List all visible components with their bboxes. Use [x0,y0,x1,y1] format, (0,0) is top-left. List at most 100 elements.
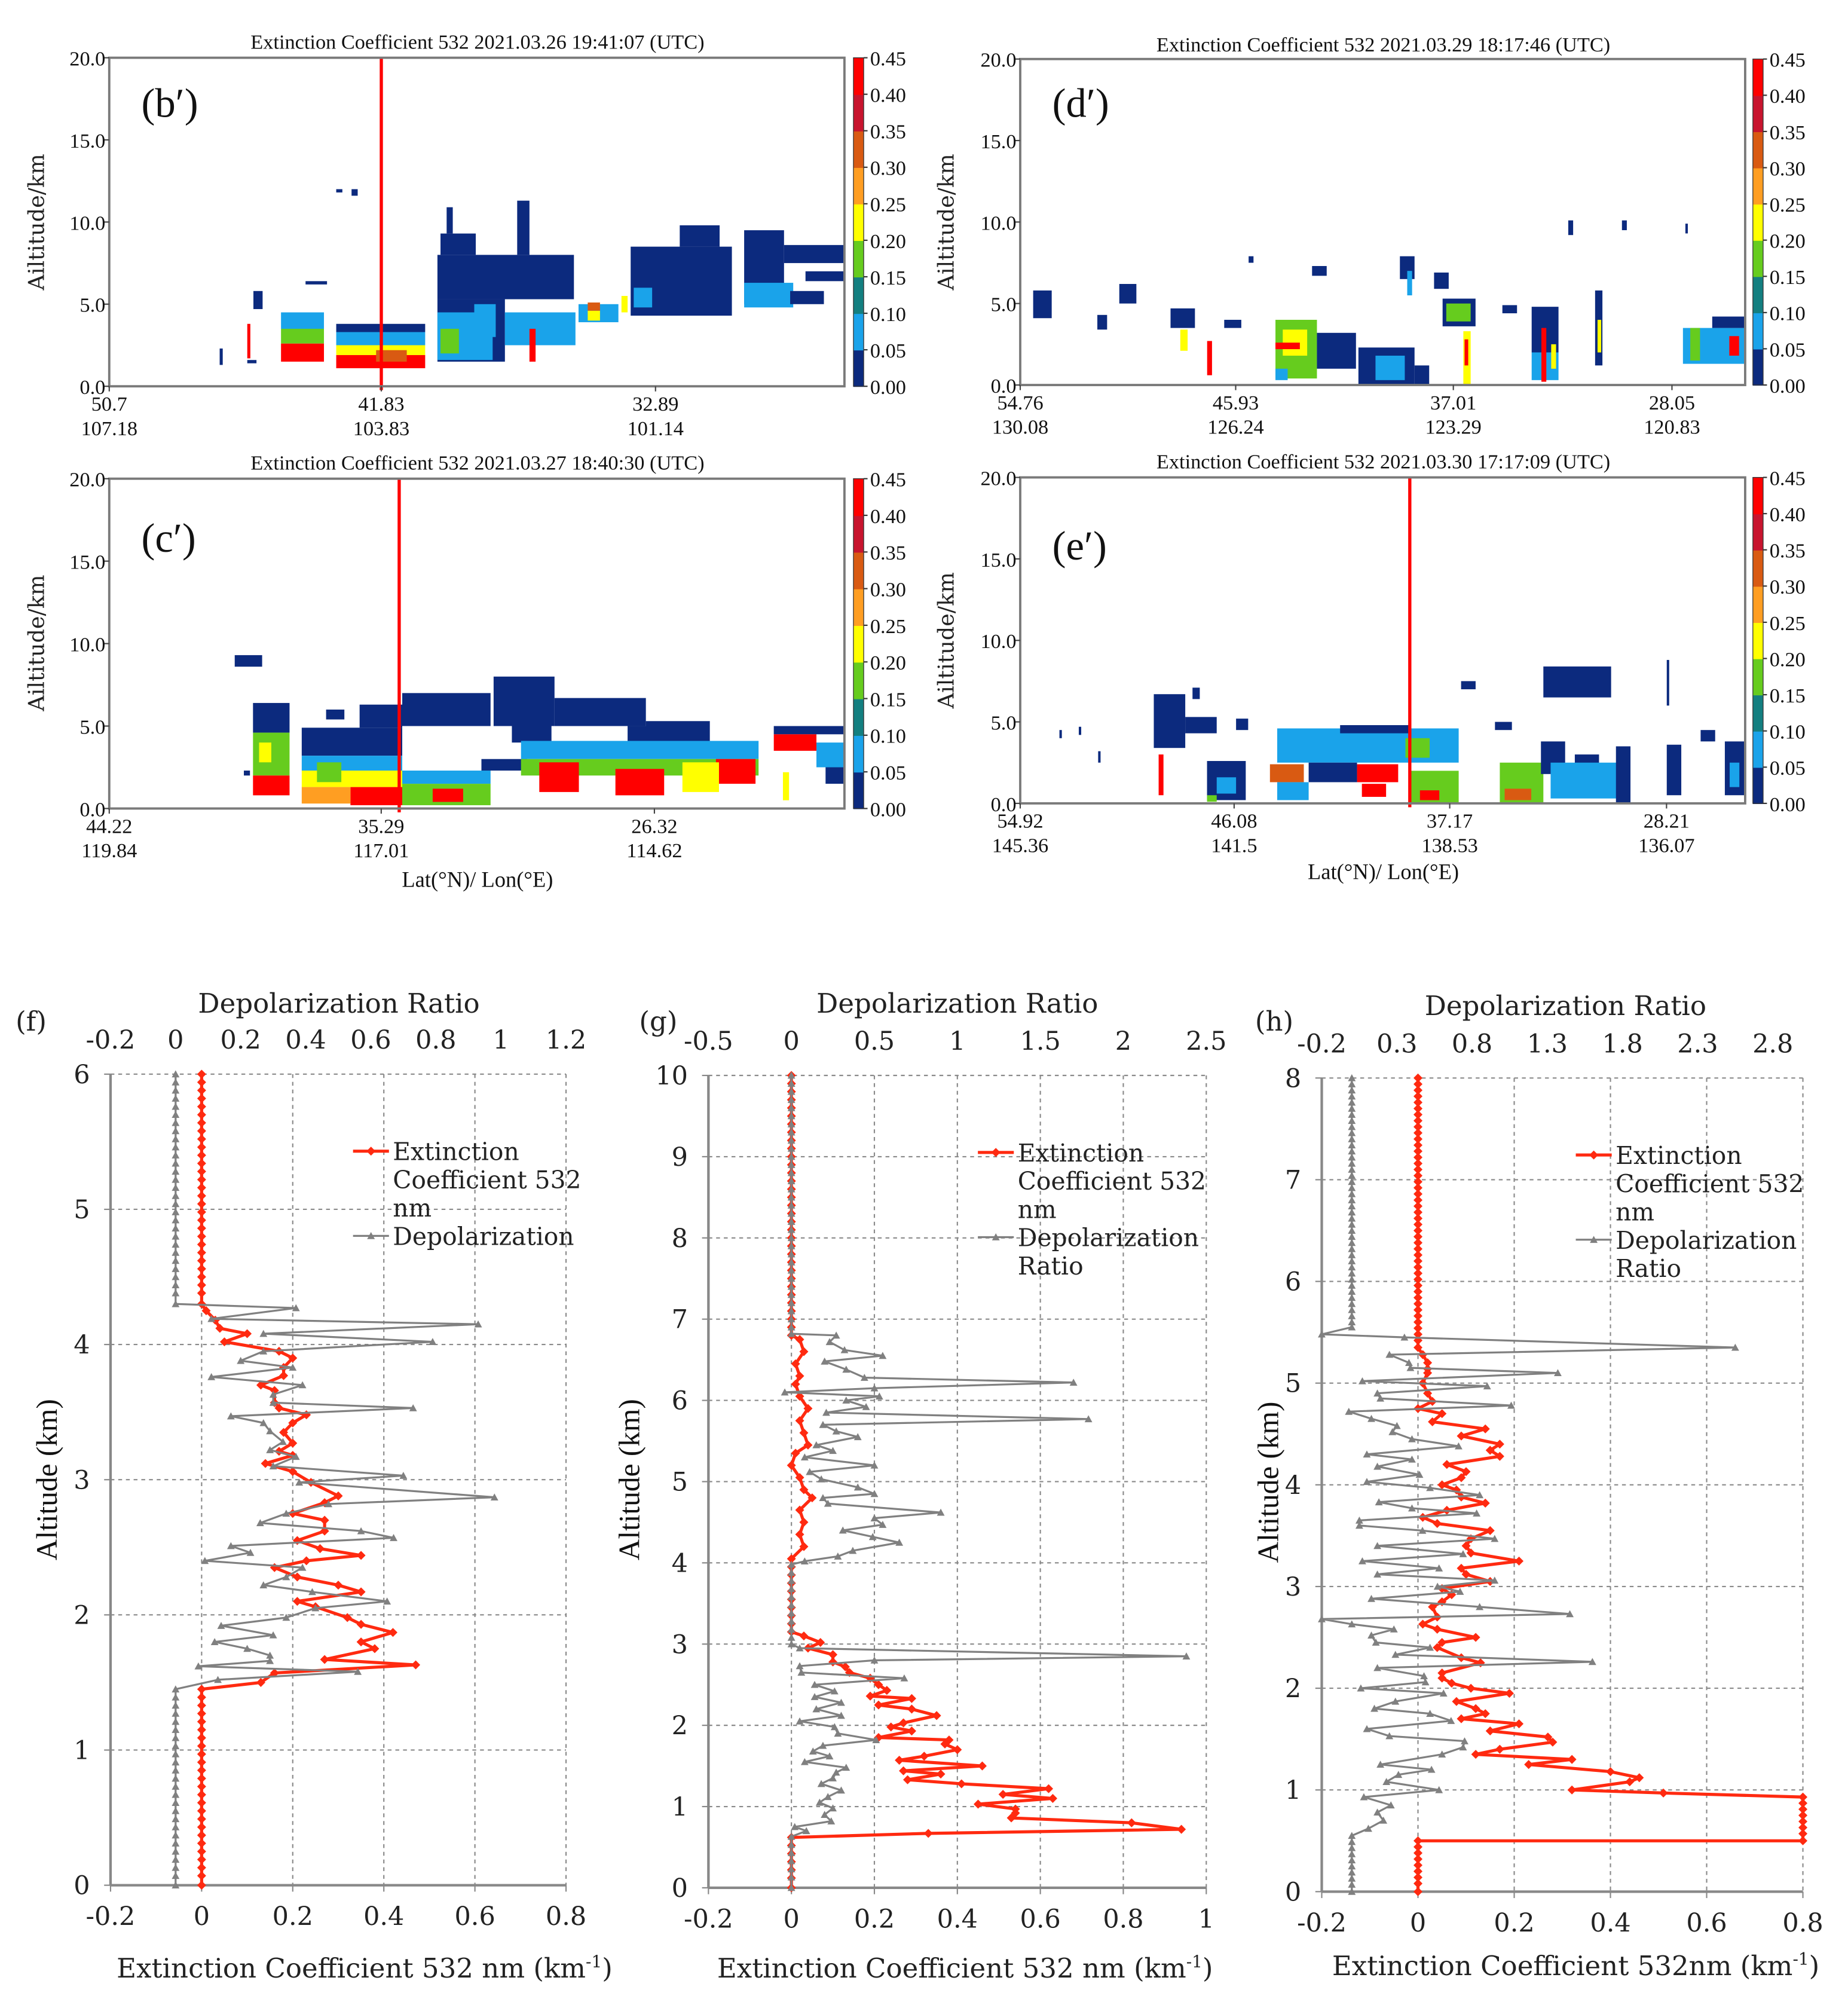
x-tick-label-lon: 145.36 [992,834,1048,857]
extinction-point [1413,1287,1423,1297]
heatmap-cell [1504,788,1532,800]
extinction-point [1457,1431,1466,1441]
extinction-point [1413,1147,1423,1156]
depolarization-point [259,1581,268,1588]
extinction-point [197,1231,206,1241]
depolarization-point [819,1494,827,1501]
panel-e-prime: Extinction Coefficient 532 2021.03.30 17… [933,451,1805,884]
legend-swatch-marker [1589,1150,1599,1160]
depolarization-point [1367,1414,1375,1422]
extinction-point [977,1761,987,1771]
depolarization-point [1348,1141,1356,1148]
depolarization-point [849,1547,857,1554]
panel-g: (g) Depolarization Ratio Altitude (km) E… [613,988,1226,1984]
heatmap-cell [1340,725,1411,734]
extinction-point [197,1102,206,1111]
heatmap-cell [1414,365,1430,386]
depolarization-point [810,1680,819,1688]
depolarization-point [172,1799,180,1807]
extinction-point [1413,1887,1423,1896]
extinction-point [1177,1824,1186,1834]
top-x-tick-label: 0.5 [854,1026,895,1056]
depolarization-point [1355,1521,1363,1529]
y-tick-label: 3 [672,1630,688,1659]
extinction-point [1413,1257,1423,1266]
x-tick-label-lat: 28.05 [1649,392,1695,414]
extinction-point [197,1077,206,1087]
extinction-point [1457,1473,1466,1483]
colorbar-segment [853,240,864,278]
y-tick-label: 3 [1285,1572,1301,1602]
x-axis-label: Extinction Coefficient 532 nm (km-1) [717,1952,1213,1984]
depolarization-point [787,1601,796,1609]
depolarization-point [870,1514,879,1521]
extinction-point [795,1505,804,1515]
depolarization-point [266,1446,274,1453]
y-axis-label: Ailtitude/km [933,154,959,291]
heatmap-cell [301,756,403,771]
heatmap-cell [351,189,358,196]
depolarization-point [837,1712,845,1719]
extinction-point [320,1655,329,1664]
depolarization-point [787,1323,796,1331]
depolarization-point [1418,1526,1427,1534]
depolarization-point [172,1863,180,1871]
colorbar-segment [853,57,864,95]
top-x-tick-label: 2.3 [1677,1029,1718,1059]
depolarization-point [1363,1450,1371,1458]
depolarization-point [870,1656,879,1664]
heatmap-cell [234,655,262,667]
y-tick-label: 2 [74,1600,90,1630]
depolarization-point [227,1412,235,1420]
depolarization-point [201,1557,209,1564]
depolarization-point [172,1289,180,1297]
depolarization-point [490,1493,498,1500]
depolarization-point [862,1402,870,1410]
heatmap-cell [1275,368,1288,380]
colorbar-frame [853,57,864,387]
depolarization-point [1373,1542,1382,1549]
legend-label: Ratio [1018,1252,1084,1280]
depolarization-point [837,1698,845,1706]
extinction-point [874,1680,883,1689]
x-tick-label: 0.8 [546,1902,586,1931]
panel-title: Extinction Coefficient 532 2021.03.29 18… [1156,33,1610,56]
depolarization-point [1348,1881,1356,1888]
top-x-tick-label: 2.5 [1186,1026,1226,1056]
extinction-point [197,1159,206,1168]
x-axis-label: Lat(°N)/ Lon(°E) [1308,860,1459,884]
extinction-point [923,1829,933,1838]
depolarization-point [1426,1484,1434,1492]
depolarization-point [1348,1159,1356,1167]
heatmap-cell [253,702,290,733]
y-tick-label: 20.0 [980,49,1016,72]
heatmap-cell [1495,722,1512,731]
heatmap-cells [1059,659,1745,803]
extinction-point [1480,1424,1490,1434]
depolarization-point [298,1563,307,1571]
depolarization-point [1375,1498,1383,1506]
x-tick-label: -0.2 [684,1904,733,1934]
depolarization-point [834,1552,842,1560]
panel-label: (g) [639,1006,677,1037]
colorbar-label: 0.35 [1770,540,1806,563]
colorbar-label: 0.00 [1770,793,1806,816]
top-x-tick-label: 0.8 [1452,1029,1492,1059]
depolarization-point [1507,1401,1515,1409]
top-x-tick-label: -0.2 [86,1025,136,1055]
colorbar-segment [853,735,864,773]
depolarization-point [266,1657,274,1664]
extinction-point [1413,1232,1423,1242]
depolarization-point [269,1631,277,1639]
x-tick-label-lat: 45.93 [1213,392,1259,414]
x-tick-label-lon: 117.01 [353,839,409,862]
colorbar-label: 0.40 [1770,85,1806,108]
depolarization-point [1435,1786,1443,1793]
depolarization-point [810,1693,819,1700]
x-tick-label-lon: 141.5 [1211,834,1257,857]
depolarization-point [830,1723,839,1731]
depolarization-markers [172,1070,498,1888]
depolarization-point [1348,1202,1356,1210]
colorbar-label: 0.15 [1770,684,1806,707]
depolarization-point [1363,1725,1371,1732]
